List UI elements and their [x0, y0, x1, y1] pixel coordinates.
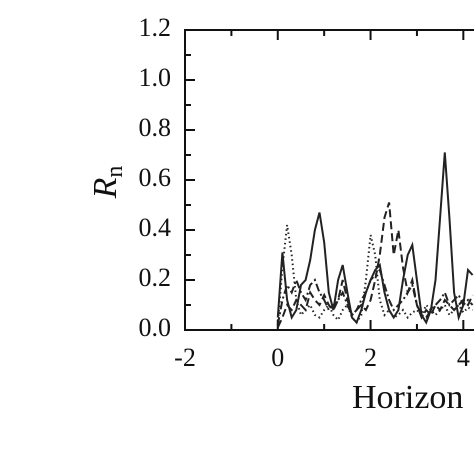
y-tick-label: 1.0: [139, 63, 172, 92]
y-label-main: R: [87, 177, 124, 199]
x-tick-label: 4: [457, 343, 470, 372]
y-tick-label: 1.2: [139, 13, 172, 42]
x-tick-label: -2: [174, 343, 196, 372]
y-label-sub: n: [102, 166, 128, 178]
series-line: [276, 268, 474, 326]
x-axis-label: Horizon: [352, 379, 463, 416]
x-tick-label: 2: [364, 343, 377, 372]
y-axis-label: Rn: [87, 166, 128, 200]
y-tick-label: 0.2: [139, 263, 172, 292]
y-tick-label: 0.4: [139, 213, 172, 242]
y-tick-label: 0.6: [139, 163, 172, 192]
x-tick-label: 0: [271, 343, 284, 372]
y-tick-label: 0.8: [139, 113, 172, 142]
series-line: [276, 202, 474, 328]
axis-frame: [184, 29, 474, 331]
series-line: [276, 152, 474, 325]
y-tick-label: 0.0: [139, 313, 172, 342]
